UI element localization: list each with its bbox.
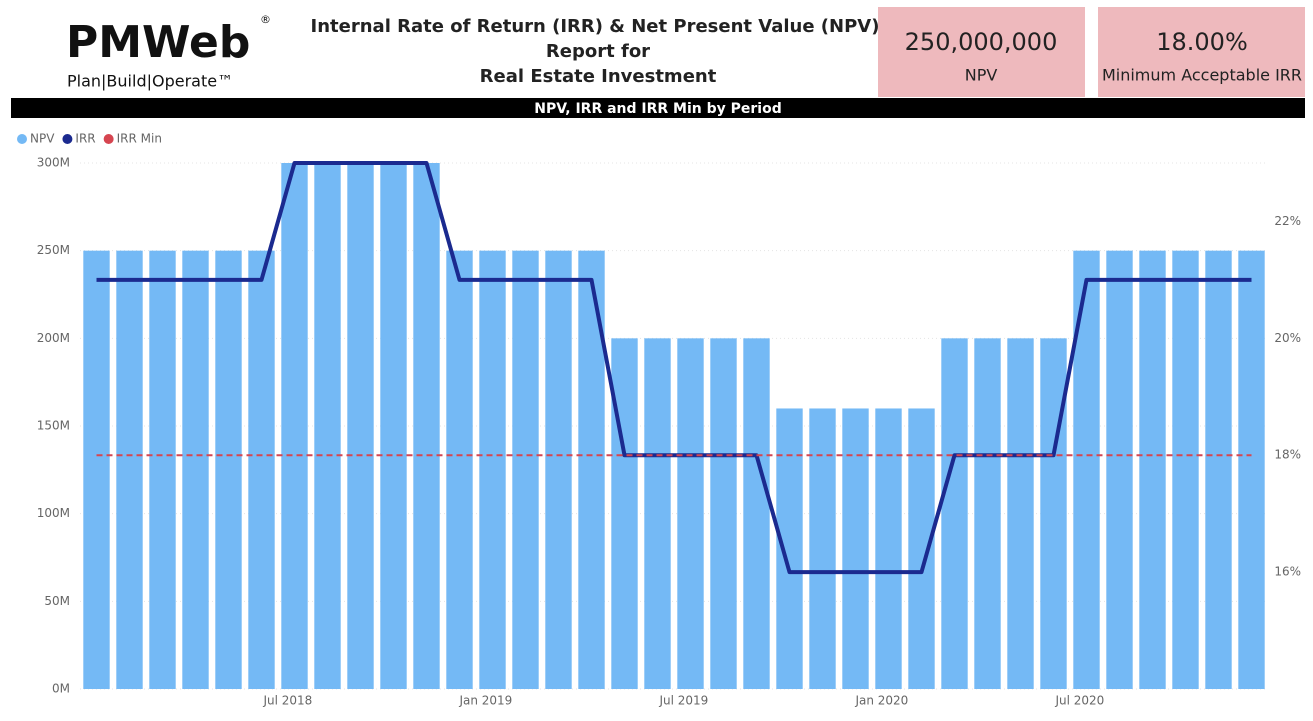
y2-tick-label: 20% xyxy=(1274,331,1301,345)
bar xyxy=(842,408,869,689)
bar xyxy=(380,163,407,689)
bar xyxy=(776,408,803,689)
y-tick-label: 150M xyxy=(37,419,70,433)
bar xyxy=(83,250,110,689)
x-tick-label: Jul 2019 xyxy=(658,694,708,708)
legend-marker xyxy=(103,134,114,144)
bar xyxy=(1007,338,1034,689)
y-tick-label: 50M xyxy=(44,594,70,608)
bar xyxy=(677,338,704,689)
logo-tagline: Plan|Build|Operate™ xyxy=(67,72,233,91)
bar xyxy=(611,338,638,689)
bar xyxy=(1205,250,1232,689)
bar xyxy=(347,163,374,689)
kpi-label: Minimum Acceptable IRR xyxy=(1102,66,1302,85)
header-title: Internal Rate of Return (IRR) & Net Pres… xyxy=(311,16,880,37)
bar xyxy=(578,250,605,689)
y-tick-label: 100M xyxy=(37,506,70,520)
bar xyxy=(512,250,539,689)
bar xyxy=(182,250,209,689)
bar xyxy=(974,338,1001,689)
bar xyxy=(479,250,506,689)
x-tick-label: Jul 2020 xyxy=(1054,694,1104,708)
bar xyxy=(1106,250,1133,689)
bar xyxy=(1238,250,1265,689)
legend-label: IRR Min xyxy=(117,132,162,146)
bar xyxy=(908,408,935,689)
y2-tick-label: 22% xyxy=(1274,214,1301,228)
y-tick-label: 0M xyxy=(52,682,70,696)
bar xyxy=(149,250,176,689)
header-title: Report for xyxy=(546,41,650,62)
y2-tick-label: 16% xyxy=(1274,565,1301,579)
bar xyxy=(413,163,440,689)
x-tick-label: Jul 2018 xyxy=(262,694,312,708)
chart-title-bar xyxy=(11,98,1305,118)
line xyxy=(96,161,1252,575)
bar xyxy=(1040,338,1067,689)
bar xyxy=(446,250,473,689)
y-tick-label: 300M xyxy=(37,156,70,170)
y-tick-label: 200M xyxy=(37,331,70,345)
x-tick-label: Jan 2019 xyxy=(458,694,512,708)
kpi-value: 250,000,000 xyxy=(905,28,1058,56)
bar xyxy=(875,408,902,689)
bar xyxy=(1172,250,1199,689)
bar xyxy=(281,163,308,689)
bar xyxy=(644,338,671,689)
chart-title: NPV, IRR and IRR Min by Period xyxy=(534,101,782,117)
legend-marker xyxy=(62,134,73,144)
bar xyxy=(314,163,341,689)
x-tick-label: Jan 2020 xyxy=(854,694,908,708)
header-title: Real Estate Investment xyxy=(480,66,717,87)
logo-name: PMWeb xyxy=(66,17,250,68)
kpi-label: NPV xyxy=(965,66,998,85)
logo-registered: ® xyxy=(260,13,271,26)
legend-label: IRR xyxy=(75,132,95,146)
bar xyxy=(710,338,737,689)
bar xyxy=(116,250,143,689)
legend-marker xyxy=(17,134,27,144)
y2-tick-label: 18% xyxy=(1274,448,1301,462)
y-tick-label: 250M xyxy=(37,243,70,257)
bar xyxy=(1139,250,1166,689)
bar xyxy=(215,250,242,689)
bar xyxy=(545,250,572,689)
bar xyxy=(743,338,770,689)
kpi-value: 18.00% xyxy=(1156,28,1248,56)
kpi-card xyxy=(1098,7,1305,97)
bar xyxy=(248,250,275,689)
kpi-card xyxy=(878,7,1085,97)
bar xyxy=(1073,250,1100,689)
bar xyxy=(809,408,836,689)
bar xyxy=(941,338,968,689)
legend-label: NPV xyxy=(30,132,55,146)
